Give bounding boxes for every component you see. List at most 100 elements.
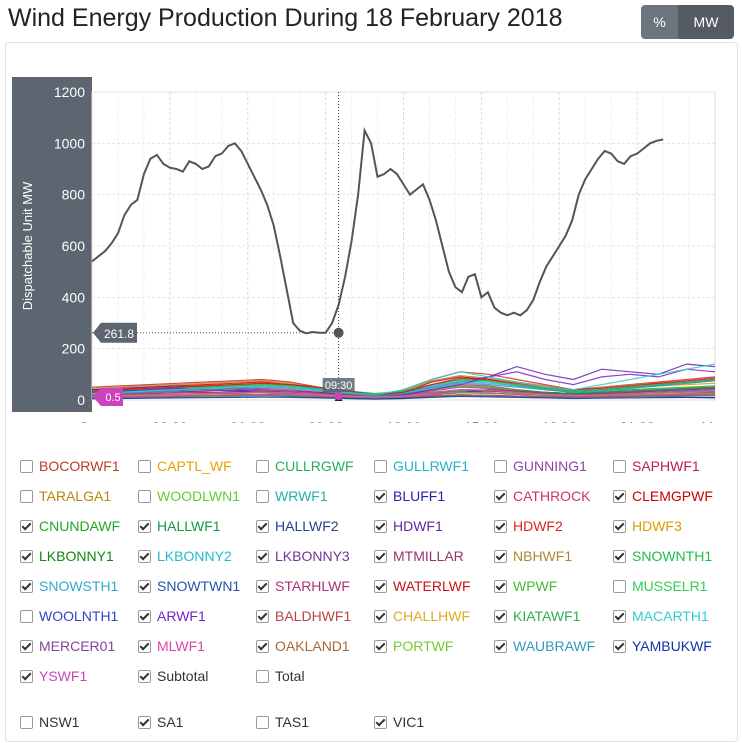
checkbox-icon[interactable] [374, 459, 387, 473]
checkbox-icon[interactable] [138, 549, 151, 563]
unit-checkbox-snowsth1[interactable]: SNOWSTH1 [20, 576, 118, 596]
unit-checkbox-starhlwf[interactable]: STARHLWF [256, 576, 350, 596]
checkbox-icon[interactable] [20, 489, 33, 503]
checkbox-icon[interactable] [256, 459, 269, 473]
region-tas1[interactable]: TAS1 [256, 712, 309, 732]
checkbox-icon[interactable] [256, 579, 269, 593]
mw-button[interactable]: MW [678, 5, 734, 39]
unit-checkbox-hallwf2[interactable]: HALLWF2 [256, 516, 339, 536]
unit-checkbox-cnundawf[interactable]: CNUNDAWF [20, 516, 120, 536]
checkbox-icon[interactable] [374, 549, 387, 563]
unit-checkbox-arwf1[interactable]: ARWF1 [138, 606, 206, 626]
wind-production-chart[interactable]: 0 200 400 600 800 1000 1200 Sun 03:00 06:00 09:00 1… [6, 43, 737, 423]
unit-checkbox-woolnth1[interactable]: WOOLNTH1 [20, 606, 118, 626]
unit-checkbox-portwf[interactable]: PORTWF [374, 636, 453, 656]
checkbox-icon[interactable] [256, 669, 269, 683]
checkbox-icon[interactable] [494, 579, 507, 593]
unit-checkbox-mercer01[interactable]: MERCER01 [20, 636, 115, 656]
unit-checkbox-hdwf3[interactable]: HDWF3 [613, 516, 682, 536]
unit-checkbox-woodlwn1[interactable]: WOODLWN1 [138, 486, 240, 506]
unit-checkbox-saphwf1[interactable]: SAPHWF1 [613, 456, 700, 476]
checkbox-icon[interactable] [613, 519, 626, 533]
checkbox-icon[interactable] [374, 519, 387, 533]
checkbox-icon[interactable] [20, 519, 33, 533]
unit-checkbox-total[interactable]: Total [256, 666, 305, 686]
unit-checkbox-subtotal[interactable]: Subtotal [138, 666, 208, 686]
checkbox-icon[interactable] [494, 549, 507, 563]
unit-checkbox-bluff1[interactable]: BLUFF1 [374, 486, 445, 506]
checkbox-icon[interactable] [256, 609, 269, 623]
unit-checkbox-hallwf1[interactable]: HALLWF1 [138, 516, 221, 536]
checkbox-icon[interactable] [613, 579, 626, 593]
checkbox-icon[interactable] [20, 639, 33, 653]
checkbox-icon[interactable] [20, 549, 33, 563]
checkbox-icon[interactable] [20, 715, 33, 729]
checkbox-icon[interactable] [374, 579, 387, 593]
checkbox-icon[interactable] [256, 519, 269, 533]
unit-checkbox-hdwf1[interactable]: HDWF1 [374, 516, 443, 536]
checkbox-icon[interactable] [138, 639, 151, 653]
unit-checkbox-kiatawf1[interactable]: KIATAWF1 [494, 606, 580, 626]
unit-checkbox-wrwf1[interactable]: WRWF1 [256, 486, 328, 506]
checkbox-icon[interactable] [613, 549, 626, 563]
checkbox-icon[interactable] [256, 489, 269, 503]
unit-checkbox-captl_wf[interactable]: CAPTL_WF [138, 456, 232, 476]
unit-checkbox-challhwf[interactable]: CHALLHWF [374, 606, 470, 626]
checkbox-icon[interactable] [613, 489, 626, 503]
checkbox-icon[interactable] [256, 549, 269, 563]
unit-checkbox-yswf1[interactable]: YSWF1 [20, 666, 87, 686]
checkbox-icon[interactable] [138, 489, 151, 503]
unit-checkbox-snownth1[interactable]: SNOWNTH1 [613, 546, 712, 566]
region-nsw1[interactable]: NSW1 [20, 712, 79, 732]
unit-checkbox-taralga1[interactable]: TARALGA1 [20, 486, 111, 506]
unit-checkbox-lkbonny1[interactable]: LKBONNY1 [20, 546, 114, 566]
checkbox-icon[interactable] [138, 579, 151, 593]
unit-checkbox-hdwf2[interactable]: HDWF2 [494, 516, 563, 536]
checkbox-icon[interactable] [494, 519, 507, 533]
checkbox-icon[interactable] [374, 639, 387, 653]
checkbox-icon[interactable] [256, 639, 269, 653]
checkbox-icon[interactable] [256, 715, 269, 729]
unit-checkbox-waterlwf[interactable]: WATERLWF [374, 576, 471, 596]
unit-checkbox-lkbonny2[interactable]: LKBONNY2 [138, 546, 232, 566]
region-vic1[interactable]: VIC1 [374, 712, 424, 732]
checkbox-icon[interactable] [20, 669, 33, 683]
checkbox-icon[interactable] [374, 715, 387, 729]
checkbox-icon[interactable] [138, 519, 151, 533]
percent-button[interactable]: % [641, 5, 678, 39]
unit-checkbox-yambukwf[interactable]: YAMBUKWF [613, 636, 712, 656]
unit-checkbox-nbhwf1[interactable]: NBHWF1 [494, 546, 572, 566]
unit-checkbox-lkbonny3[interactable]: LKBONNY3 [256, 546, 350, 566]
region-sa1[interactable]: SA1 [138, 712, 183, 732]
checkbox-icon[interactable] [138, 609, 151, 623]
checkbox-icon[interactable] [20, 579, 33, 593]
unit-checkbox-musselr1[interactable]: MUSSELR1 [613, 576, 707, 596]
checkbox-icon[interactable] [20, 609, 33, 623]
unit-checkbox-macarth1[interactable]: MACARTH1 [613, 606, 709, 626]
checkbox-icon[interactable] [613, 609, 626, 623]
unit-checkbox-baldhwf1[interactable]: BALDHWF1 [256, 606, 351, 626]
checkbox-icon[interactable] [138, 715, 151, 729]
unit-checkbox-gunning1[interactable]: GUNNING1 [494, 456, 587, 476]
checkbox-icon[interactable] [613, 459, 626, 473]
unit-checkbox-snowtwn1[interactable]: SNOWTWN1 [138, 576, 240, 596]
unit-checkbox-wpwf[interactable]: WPWF [494, 576, 557, 596]
unit-checkbox-clemgpwf[interactable]: CLEMGPWF [613, 486, 713, 506]
unit-checkbox-bocorwf1[interactable]: BOCORWF1 [20, 456, 120, 476]
checkbox-icon[interactable] [494, 489, 507, 503]
checkbox-icon[interactable] [494, 639, 507, 653]
checkbox-icon[interactable] [138, 459, 151, 473]
checkbox-icon[interactable] [138, 669, 151, 683]
unit-checkbox-mtmillar[interactable]: MTMILLAR [374, 546, 464, 566]
checkbox-icon[interactable] [374, 609, 387, 623]
checkbox-icon[interactable] [494, 609, 507, 623]
unit-checkbox-cullrgwf[interactable]: CULLRGWF [256, 456, 354, 476]
unit-checkbox-mlwf1[interactable]: MLWF1 [138, 636, 205, 656]
unit-checkbox-oakland1[interactable]: OAKLAND1 [256, 636, 350, 656]
checkbox-icon[interactable] [613, 639, 626, 653]
checkbox-icon[interactable] [20, 459, 33, 473]
unit-checkbox-waubrawf[interactable]: WAUBRAWF [494, 636, 595, 656]
checkbox-icon[interactable] [374, 489, 387, 503]
checkbox-icon[interactable] [494, 459, 507, 473]
unit-checkbox-gullrwf1[interactable]: GULLRWF1 [374, 456, 469, 476]
